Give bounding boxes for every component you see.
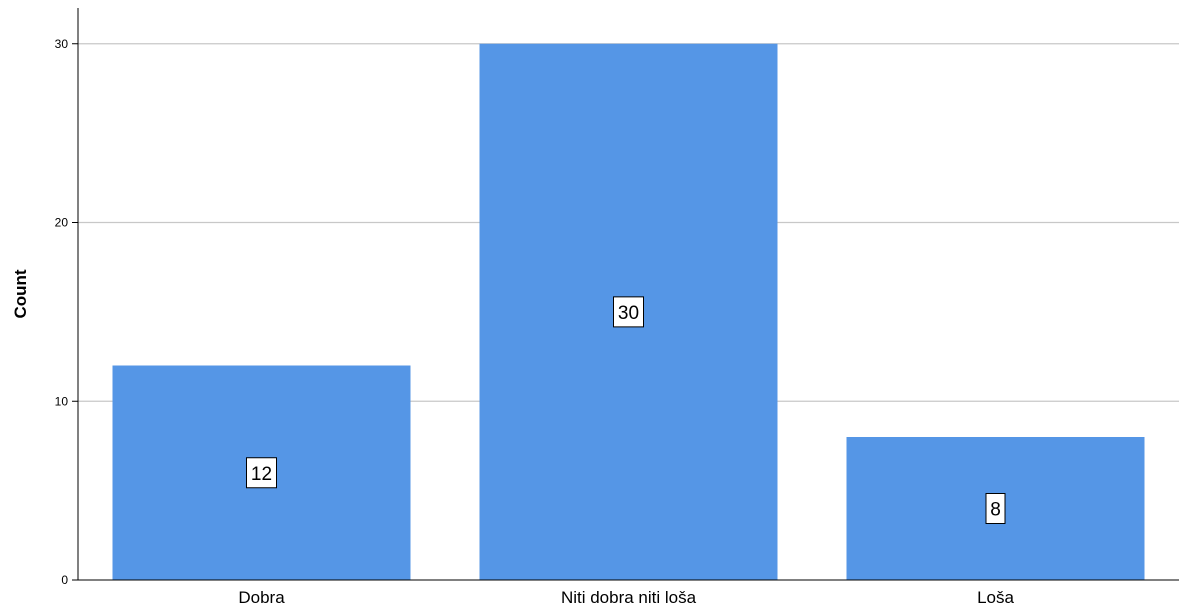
y-tick-label: 20: [55, 216, 69, 230]
y-axis-title: Count: [11, 269, 30, 318]
data-label: 30: [618, 303, 639, 324]
y-tick-label: 0: [61, 573, 68, 587]
category-label: Dobra: [238, 588, 285, 607]
data-label: 12: [251, 464, 272, 485]
y-tick-labels: 0 10 20 30: [55, 37, 78, 587]
data-labels: 12 30 8: [246, 296, 1006, 524]
category-labels: Dobra Niti dobra niti loša Loša: [238, 588, 1014, 607]
data-label-box: [613, 296, 644, 328]
y-tick-label: 30: [55, 37, 69, 51]
data-label-box: [246, 457, 277, 489]
axes: [77, 8, 1179, 581]
category-label: Loša: [977, 588, 1014, 607]
data-label-box: [985, 493, 1006, 524]
data-label: 8: [990, 500, 1001, 521]
y-tick-label: 10: [55, 394, 69, 408]
category-label: Niti dobra niti loša: [561, 588, 697, 607]
